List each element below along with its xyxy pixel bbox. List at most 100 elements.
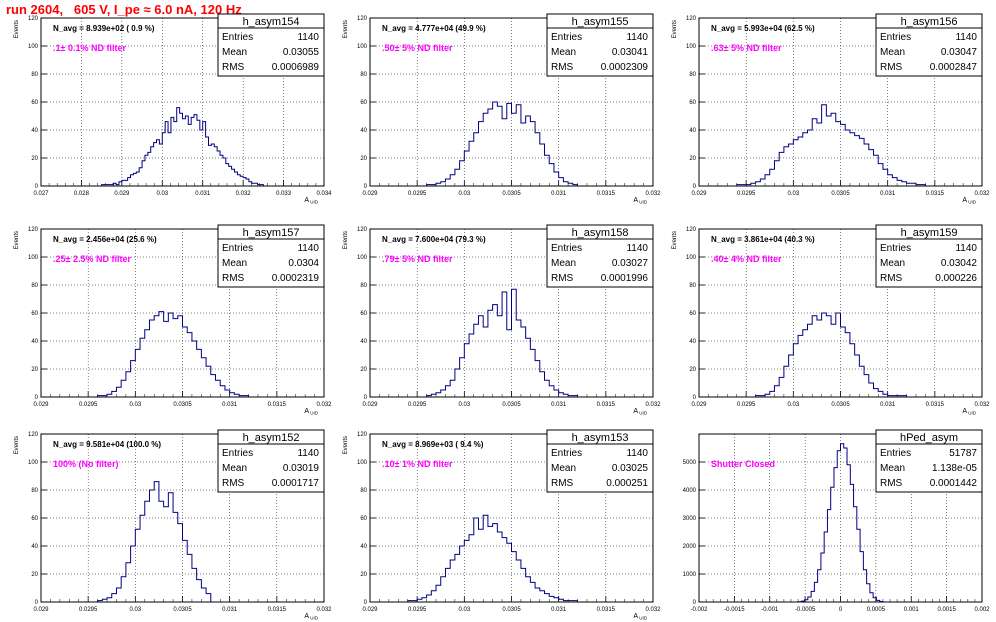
stats-label: RMS	[880, 478, 903, 489]
y-tick-label: 100	[357, 44, 368, 50]
histogram-panel-h_asym154: 0.027 0.028 0.029 0.03 0.031 0.032 0.033 0.034 0…	[14, 13, 332, 205]
stats-value: 0.0001717	[272, 478, 320, 489]
stats-label: Entries	[551, 448, 582, 459]
filter-label: Shutter Closed	[711, 459, 775, 469]
x-tick-label: -0.0005	[795, 607, 816, 613]
y-tick-label: 80	[31, 488, 38, 494]
stats-label: Entries	[222, 243, 253, 254]
stats-label: RMS	[222, 478, 245, 489]
x-tick-label: 0.032	[645, 402, 661, 408]
x-tick-label: 0.0295	[408, 607, 427, 613]
x-tick-label: 0.031	[222, 607, 238, 613]
x-tick-label: 0.0305	[502, 607, 521, 613]
y-axis-title: Events	[14, 436, 20, 454]
stats-label: RMS	[880, 273, 903, 284]
y-tick-label: 100	[28, 255, 39, 261]
x-tick-label: 0.031	[551, 402, 567, 408]
stats-box	[217, 13, 325, 77]
y-tick-label: 0	[693, 600, 697, 606]
x-tick-label: 0.0315	[597, 191, 616, 197]
histogram-panel-h_asym155: 0.029 0.0295 0.03 0.0305 0.031 0.0315 0.032 0 20…	[343, 13, 661, 205]
stats-label: Entries	[551, 243, 582, 254]
histogram-panel-h_asym158: 0.029 0.0295 0.03 0.0305 0.031 0.0315 0.032 0 20…	[343, 224, 661, 416]
y-tick-label: 20	[31, 156, 38, 162]
x-tick-label: 0.034	[316, 191, 332, 197]
histogram-series-h_asym159	[755, 312, 908, 397]
stats-label: RMS	[880, 62, 903, 73]
y-tick-label: 120	[357, 227, 368, 233]
stats-value: 1140	[626, 243, 648, 254]
stats-label: Entries	[880, 243, 911, 254]
navg-label: N_avg = 8.969e+03 ( 9.4 %)	[382, 440, 484, 449]
filter-label: .10± 1% ND filter	[382, 459, 453, 469]
x-axis-title: A UID	[304, 408, 318, 416]
y-tick-label: 5000	[683, 460, 697, 466]
stats-value: 0.000226	[935, 273, 977, 284]
stats-label: RMS	[222, 62, 245, 73]
y-tick-label: 20	[31, 367, 38, 373]
y-tick-label: 20	[689, 367, 696, 373]
stats-label: Entries	[880, 32, 911, 43]
histogram-panel-h_asym159: 0.029 0.0295 0.03 0.0305 0.031 0.0315 0.032 0 20…	[672, 224, 990, 416]
x-tick-label: -0.002	[690, 607, 708, 613]
y-tick-label: 80	[360, 283, 367, 289]
x-tick-label: 0.001	[904, 607, 920, 613]
stats-value: 0.0006989	[272, 62, 320, 73]
stats-value: 1140	[955, 243, 977, 254]
x-tick-label: 0.0315	[268, 607, 287, 613]
stats-title: h_asym159	[901, 227, 958, 239]
stats-label: Mean	[551, 258, 576, 269]
x-tick-label: 0.028	[74, 191, 90, 197]
y-tick-label: 0	[364, 600, 368, 606]
stats-title: h_asym153	[572, 432, 629, 444]
x-tick-label: 0.029	[114, 191, 130, 197]
x-tick-label: 0.0315	[597, 402, 616, 408]
x-tick-label: 0.0295	[79, 607, 98, 613]
y-tick-label: 120	[357, 432, 368, 438]
stats-value: 0.0002309	[601, 62, 649, 73]
x-tick-label: 0.029	[362, 402, 378, 408]
x-tick-label: 0.03	[787, 402, 799, 408]
stats-box	[546, 224, 654, 288]
x-axis-title: A UID	[304, 197, 318, 205]
y-tick-label: 100	[28, 460, 39, 466]
x-tick-label: 0	[839, 607, 843, 613]
y-tick-label: 40	[689, 128, 696, 134]
y-tick-label: 0	[693, 395, 697, 401]
y-tick-label: 40	[31, 128, 38, 134]
y-tick-label: 60	[360, 516, 367, 522]
y-tick-label: 60	[689, 311, 696, 317]
y-tick-label: 100	[686, 255, 697, 261]
x-tick-label: 0.03	[458, 402, 470, 408]
y-tick-label: 40	[31, 339, 38, 345]
x-tick-label: 0.0305	[831, 191, 850, 197]
stats-title: h_asym158	[572, 227, 629, 239]
x-tick-label: 0.029	[691, 191, 707, 197]
y-axis-title: Events	[14, 20, 20, 38]
y-tick-label: 20	[360, 367, 367, 373]
stats-value: 0.03025	[612, 463, 649, 474]
histogram-panel-h_asym153: 0.029 0.0295 0.03 0.0305 0.031 0.0315 0.032 0 20…	[343, 429, 661, 621]
stats-title: h_asym156	[901, 16, 958, 28]
y-tick-label: 1000	[683, 572, 697, 578]
stats-value: 0.03047	[941, 47, 978, 58]
stats-label: Mean	[880, 47, 905, 58]
navg-label: N_avg = 2.456e+04 (25.6 %)	[53, 235, 157, 244]
x-tick-label: 0.029	[691, 402, 707, 408]
y-tick-label: 80	[689, 72, 696, 78]
x-axis-title: A UID	[304, 613, 318, 621]
stats-label: Mean	[880, 258, 905, 269]
stats-label: Mean	[880, 463, 905, 474]
y-tick-label: 60	[689, 100, 696, 106]
stats-value: 1140	[297, 32, 319, 43]
stats-label: RMS	[551, 478, 574, 489]
y-tick-label: 20	[360, 156, 367, 162]
stats-title: h_asym157	[243, 227, 300, 239]
y-tick-label: 120	[686, 16, 697, 22]
stats-box	[546, 13, 654, 77]
y-tick-label: 100	[357, 255, 368, 261]
histogram-series-hPed_asym	[797, 443, 884, 603]
stats-value: 1140	[297, 448, 319, 459]
y-tick-label: 20	[689, 156, 696, 162]
